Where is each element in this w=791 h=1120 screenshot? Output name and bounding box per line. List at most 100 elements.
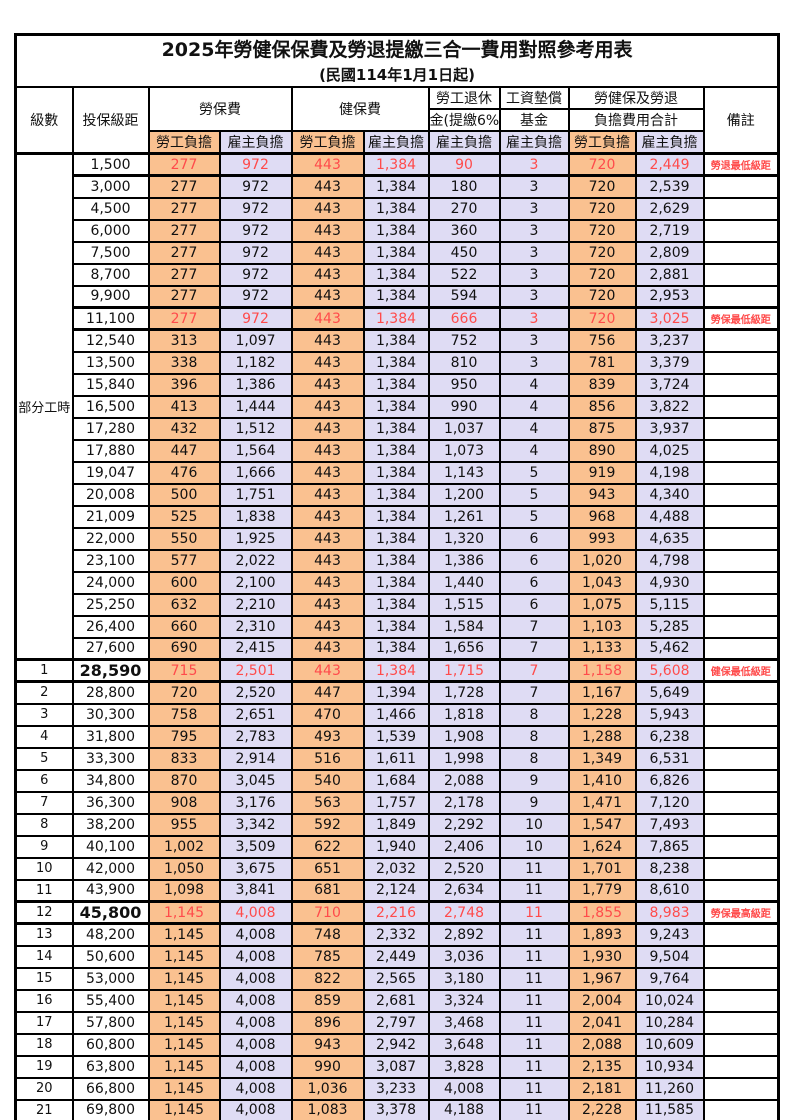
note-cell	[702, 680, 780, 705]
health-ins-employee-cell: 443	[290, 394, 365, 419]
note-cell	[702, 284, 780, 309]
total-employer-cell: 4,635	[634, 526, 705, 551]
wage-fund-employer-cell: 11	[498, 944, 570, 969]
table-row: 27,600 690 2,415 443 1,384 1,656 7 1,133 5,462	[16, 636, 780, 661]
labor-ins-employer-cell: 972	[218, 152, 293, 177]
pension-employer-cell: 180	[427, 174, 501, 199]
health-ins-employee-cell: 443	[290, 614, 365, 639]
health-ins-employer-cell: 1,539	[362, 724, 430, 749]
health-ins-employer-cell: 2,124	[362, 878, 430, 903]
note-cell	[702, 504, 780, 529]
salary-bracket-cell: 26,400	[71, 614, 150, 639]
wage-fund-employer-cell: 11	[498, 1076, 570, 1101]
note-cell	[702, 174, 780, 199]
table-row: 7 36,300 908 3,176 563 1,757 2,178 9 1,471 7,120	[14, 790, 780, 815]
table-row: 13,500 338 1,182 443 1,384 810 3 781 3,379	[16, 350, 780, 375]
note-cell	[702, 262, 780, 287]
level-cell: 5	[14, 746, 74, 771]
health-ins-employer-cell: 1,384	[362, 548, 430, 573]
total-employee-cell: 2,041	[567, 1010, 637, 1035]
note-cell	[702, 218, 780, 243]
labor-ins-employee-cell: 870	[147, 768, 221, 793]
salary-bracket-cell: 38,200	[71, 812, 150, 837]
health-ins-employer-cell: 1,384	[362, 174, 430, 199]
wage-fund-employer-cell: 11	[498, 988, 570, 1013]
labor-ins-employer-cell: 1,444	[218, 394, 293, 419]
wage-fund-employer-cell: 11	[498, 856, 570, 881]
table-row: 7,500 277 972 443 1,384 450 3 720 2,809	[16, 240, 780, 265]
health-ins-employee-cell: 443	[290, 482, 365, 507]
labor-ins-employer-cell: 4,008	[218, 1098, 293, 1120]
health-ins-employer-cell: 1,384	[362, 394, 430, 419]
wage-fund-employer-cell: 5	[498, 460, 570, 485]
header-row-3: 勞工負擔 雇主負擔 勞工負擔 雇主負擔 雇主負擔 雇主負擔 勞工負擔 雇主負擔	[16, 130, 779, 155]
level-cell: 14	[14, 944, 74, 969]
pension-employer-cell: 1,386	[427, 548, 501, 573]
header-labor-insurance: 勞保費	[147, 86, 293, 132]
salary-bracket-cell: 20,008	[71, 482, 150, 507]
health-ins-employer-cell: 1,384	[362, 416, 430, 441]
health-ins-employee-cell: 990	[290, 1054, 365, 1079]
total-employer-cell: 11,260	[634, 1076, 705, 1101]
salary-bracket-cell: 25,250	[71, 592, 150, 617]
labor-ins-employee-cell: 277	[147, 152, 221, 177]
total-employer-cell: 11,585	[634, 1098, 705, 1120]
health-ins-employer-cell: 1,394	[362, 680, 430, 705]
total-employer-cell: 3,822	[634, 394, 705, 419]
total-employee-cell: 1,410	[567, 768, 637, 793]
salary-bracket-cell: 30,300	[71, 702, 150, 727]
pension-employer-cell: 270	[427, 196, 501, 221]
total-employee-cell: 2,004	[567, 988, 637, 1013]
total-employee-cell: 1,349	[567, 746, 637, 771]
table-row: 15,840 396 1,386 443 1,384 950 4 839 3,724	[16, 372, 780, 397]
total-employer-cell: 2,809	[634, 240, 705, 265]
labor-ins-employer-cell: 1,751	[218, 482, 293, 507]
total-employer-cell: 5,608	[634, 658, 705, 683]
labor-ins-employee-cell: 277	[147, 218, 221, 243]
premium-reference-table: 2025年勞健保保費及勞退提繳三合一費用對照參考用表 (民國114年1月1日起)…	[14, 33, 781, 1120]
total-employee-cell: 1,624	[567, 834, 637, 859]
table-row: 16 55,400 1,145 4,008 859 2,681 3,324 11 2,004 10…	[14, 988, 780, 1013]
wage-fund-employer-cell: 11	[498, 922, 570, 947]
pension-employer-cell: 1,143	[427, 460, 501, 485]
header-row-2: 金(提繳6%) 基金 負擔費用合計	[16, 108, 779, 132]
labor-ins-employee-cell: 955	[147, 812, 221, 837]
table-row: 22,000 550 1,925 443 1,384 1,320 6 993 4,635	[16, 526, 780, 551]
total-employer-cell: 5,115	[634, 592, 705, 617]
level-cell: 4	[14, 724, 74, 749]
total-employer-cell: 4,025	[634, 438, 705, 463]
wage-fund-employer-cell: 11	[498, 1054, 570, 1079]
note-cell	[702, 966, 780, 991]
note-cell: 勞保最高級距	[702, 900, 780, 925]
level-cell: 16	[14, 988, 74, 1013]
pension-employer-cell: 4,188	[427, 1098, 501, 1120]
table-row: 部分工時 1,500 277 972 443 1,384 90 3 720 2,449 勞退最低級距	[14, 152, 780, 661]
level-cell: 10	[14, 856, 74, 881]
labor-ins-employer-cell: 972	[218, 262, 293, 287]
health-ins-employer-cell: 1,849	[362, 812, 430, 837]
total-employer-cell: 4,798	[634, 548, 705, 573]
pension-employer-cell: 2,088	[427, 768, 501, 793]
labor-ins-employer-cell: 4,008	[218, 966, 293, 991]
labor-ins-employee-cell: 833	[147, 746, 221, 771]
note-cell	[702, 1054, 780, 1079]
labor-ins-employee-cell: 600	[147, 570, 221, 595]
table-row: 6,000 277 972 443 1,384 360 3 720 2,719	[16, 218, 780, 243]
wage-fund-employer-cell: 9	[498, 790, 570, 815]
pension-employer-cell: 1,818	[427, 702, 501, 727]
labor-ins-employee-cell: 396	[147, 372, 221, 397]
labor-ins-employee-cell: 1,002	[147, 834, 221, 859]
note-cell	[702, 1010, 780, 1035]
health-ins-employer-cell: 1,611	[362, 746, 430, 771]
table-row: 17 57,800 1,145 4,008 896 2,797 3,468 11 2,041 10…	[14, 1010, 780, 1035]
labor-ins-employee-cell: 1,145	[147, 1098, 221, 1120]
labor-ins-employee-cell: 1,098	[147, 878, 221, 903]
labor-ins-employer-cell: 4,008	[218, 1010, 293, 1035]
pension-employer-cell: 3,828	[427, 1054, 501, 1079]
total-employer-cell: 7,865	[634, 834, 705, 859]
labor-ins-employer-cell: 972	[218, 196, 293, 221]
labor-ins-employee-cell: 1,145	[147, 1032, 221, 1057]
wage-fund-employer-cell: 4	[498, 372, 570, 397]
labor-ins-employee-cell: 908	[147, 790, 221, 815]
pension-employer-cell: 810	[427, 350, 501, 375]
